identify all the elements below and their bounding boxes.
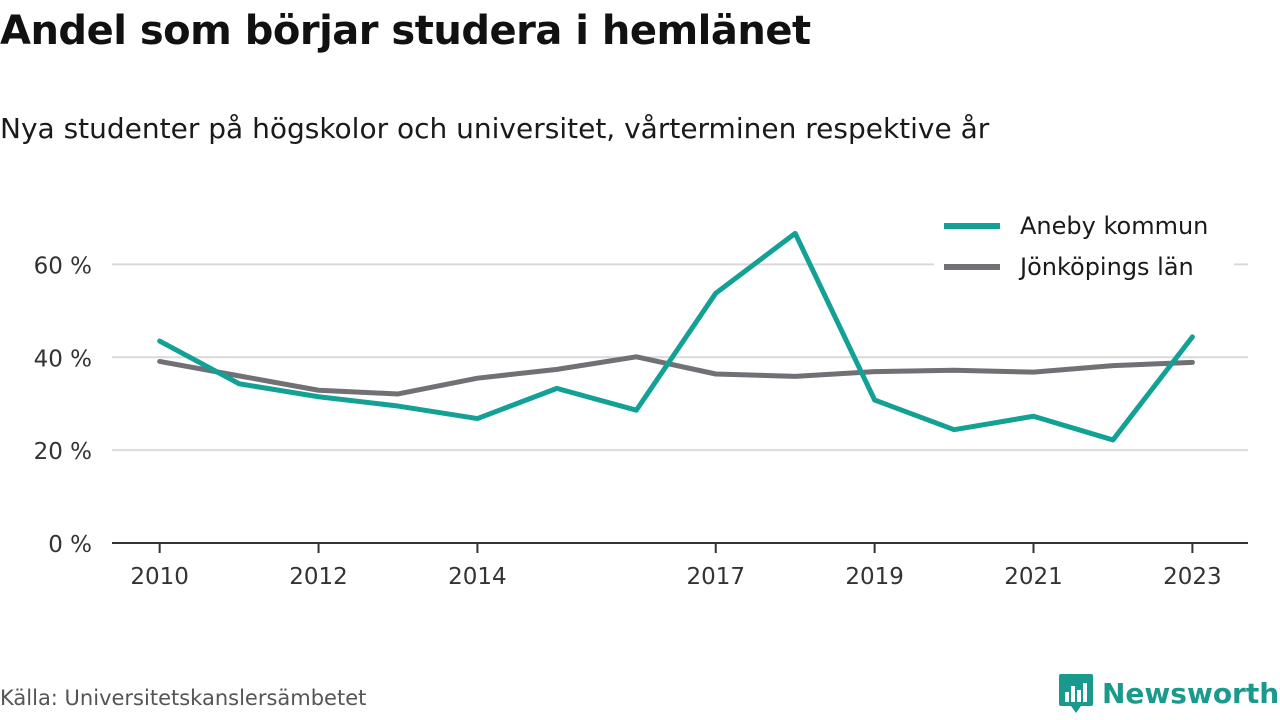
chart-subtitle: Nya studenter på högskolor och universit… (0, 112, 990, 145)
series-line-aneby-kommun (157, 230, 1195, 443)
x-tick-label: 2023 (1163, 564, 1222, 590)
x-axis-labels: 2010 2012 2014 2017 2019 2021 2023 (130, 543, 1222, 590)
line-chart: 0 % 20 % 40 % 60 % 2010 2012 2014 2017 2019 2021… (33, 206, 1248, 590)
brand-name: Newsworthy (1102, 676, 1280, 710)
x-tick-label: 2021 (1004, 564, 1063, 590)
legend-label: Jönköpings län (1018, 253, 1194, 281)
brand-logo: Newsworthy (1058, 672, 1280, 714)
legend: Aneby kommun Jönköpings län (934, 206, 1234, 288)
x-tick-label: 2019 (845, 564, 904, 590)
gridlines (112, 263, 1248, 544)
x-tick-label: 2014 (448, 564, 507, 590)
legend-background (934, 206, 1234, 288)
y-tick-label: 40 % (34, 346, 92, 372)
x-tick-label: 2010 (130, 564, 189, 590)
y-tick-label: 20 % (34, 439, 92, 465)
bar-chart-speech-bubble-icon (1059, 674, 1093, 713)
series-line-jonkopings-lan (157, 354, 1195, 397)
source-note: Källa: Universitetskanslersämbetet (0, 686, 367, 710)
legend-label: Aneby kommun (1020, 212, 1208, 240)
x-tick-label: 2012 (289, 564, 348, 590)
y-axis-labels: 0 % 20 % 40 % 60 % (34, 253, 92, 558)
y-tick-label: 0 % (48, 532, 92, 558)
chart-title: Andel som börjar studera i hemlänet (0, 8, 811, 54)
x-tick-label: 2017 (686, 564, 745, 590)
y-tick-label: 60 % (34, 253, 92, 279)
series-lines (157, 230, 1195, 443)
